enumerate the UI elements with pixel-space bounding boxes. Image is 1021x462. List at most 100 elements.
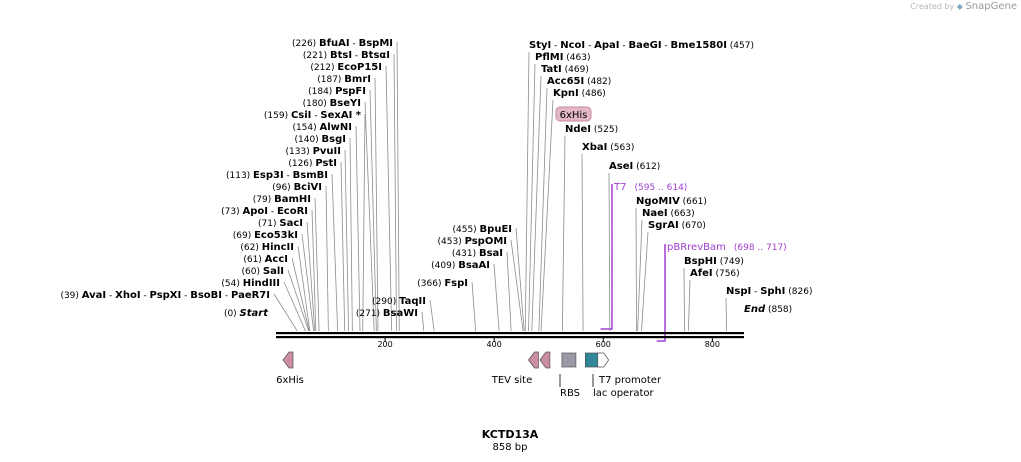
cut-line-126 <box>340 161 346 332</box>
enzyme-coordinate: (212) <box>310 63 337 73</box>
enzyme-name: EcoP15I <box>337 62 382 73</box>
enzyme-label-text: (226) BfuAI - BspMI <box>292 38 393 49</box>
feature-label: 6xHis <box>276 375 304 386</box>
enzyme-coordinate: (69) <box>233 231 254 241</box>
feature-arrow-left-icon <box>282 351 294 369</box>
enzyme-coordinate: (54) <box>221 279 242 289</box>
cut-line-826 <box>725 297 727 332</box>
tick-label: 200 <box>377 340 392 349</box>
primer-lines: T7 (595 .. 614) pBRrevBam (698 .. 717) <box>600 182 787 342</box>
enzyme-label-saci: (71) SacI <box>258 218 303 229</box>
enzyme-label-bpuei: (455) BpuEI <box>452 224 512 235</box>
enzyme-name: NgoMIV <box>636 196 680 207</box>
enzyme-coordinate: - <box>284 171 293 181</box>
feature-label: lac operator <box>593 388 654 399</box>
enzyme-label-text: (221) BtsI - BtsαI <box>303 50 390 61</box>
enzyme-name: NaeI <box>642 208 668 219</box>
cut-line-159 <box>362 113 366 332</box>
snapgene-logo-icon: ◆ <box>956 2 963 11</box>
enzyme-name: BsgI <box>322 134 346 145</box>
enzyme-coordinate: (271) <box>356 309 383 319</box>
enzyme-coordinate: (563) <box>607 143 634 153</box>
enzyme-coordinate: - <box>662 41 671 51</box>
axis-ticks: 200 400 600 800 <box>377 338 720 349</box>
enzyme-label-text: SgrAI (670) <box>648 220 706 231</box>
enzyme-coordinate: (663) <box>668 209 695 219</box>
enzyme-coordinate: - <box>181 291 190 301</box>
enzyme-name: FspI <box>444 278 468 289</box>
enzyme-label-alwni: (154) AlwNI <box>292 122 352 133</box>
enzyme-label-bcivi: (96) BciVI <box>272 182 322 193</box>
cut-line-61 <box>291 257 310 332</box>
enzyme-label-pspfi: (184) PspFI <box>308 86 366 97</box>
enzyme-label-bsawi: (271) BsaWI <box>356 308 418 319</box>
feature-pill-box <box>555 106 592 122</box>
enzyme-label-text: (184) PspFI <box>308 86 366 97</box>
enzyme-name: PspXI <box>150 290 182 301</box>
enzyme-label-acc65i: Acc65I (482) <box>547 76 611 87</box>
primer-name: T7 <box>613 182 626 193</box>
cut-line-670 <box>641 231 649 332</box>
enzyme-name: BsaWI <box>383 308 418 319</box>
cut-line-366 <box>471 281 477 332</box>
enzyme-name: BspHI <box>684 256 717 267</box>
enzyme-coordinate: (0) <box>224 309 240 319</box>
enzyme-name: KpnI <box>553 88 579 99</box>
enzyme-label-text: (0) Start <box>224 308 269 319</box>
cut-line-409 <box>493 263 500 332</box>
enzyme-label-eco53ki: (69) Eco53kI <box>233 230 298 241</box>
cut-line-563 <box>581 153 584 332</box>
enzyme-label-text: TatI (469) <box>541 64 589 75</box>
cut-line-212 <box>385 65 393 332</box>
enzyme-label-text: (154) AlwNI <box>292 122 352 133</box>
enzyme-label-sali: (60) SalI <box>242 266 284 277</box>
enzyme-name: BpuEI <box>480 224 512 235</box>
cut-line-455 <box>515 227 525 332</box>
enzyme-label-apoi: (73) ApoI - EcoRI <box>221 206 308 217</box>
feature-pill-6xhis: 6xHis <box>555 106 592 122</box>
cut-line-486 <box>540 99 554 332</box>
enzyme-label-fspi: (366) FspI <box>417 278 468 289</box>
enzyme-name: CsiI <box>291 110 311 121</box>
cut-line-39 <box>273 293 298 332</box>
enzyme-label-pspomi: (453) PspOMI <box>438 236 508 247</box>
enzyme-label-text: (290) TaqII <box>372 296 426 307</box>
cut-line-184 <box>369 89 377 332</box>
enzyme-label-text: BspHI (749) <box>684 256 744 267</box>
tick-label: 400 <box>487 340 502 349</box>
enzyme-label-esp3i: (113) Esp3I - BsmBI <box>226 170 328 181</box>
enzyme-coordinate: (133) <box>286 147 313 157</box>
enzyme-label-text: NdeI (525) <box>565 124 618 135</box>
enzyme-label-text: (39) AvaI - XhoI - PspXI - BsoBI - PaeR7… <box>60 290 270 301</box>
enzyme-coordinate: (60) <box>242 267 263 277</box>
feature-t7-promoter: T7 promoter <box>585 352 662 387</box>
enzyme-name: BciVI <box>294 182 322 193</box>
enzyme-label-bamhi: (79) BamHI <box>253 194 311 205</box>
primer-pbrrevbam: pBRrevBam (698 .. 717) <box>656 242 787 342</box>
cut-line-463 <box>528 63 536 332</box>
enzyme-name: Bme1580I <box>671 40 727 51</box>
enzyme-coordinate: (79) <box>253 195 274 205</box>
cut-line-453 <box>510 239 524 332</box>
enzyme-label-text: AseI (612) <box>609 161 660 172</box>
enzyme-name: Esp3I <box>253 170 284 181</box>
enzyme-name: AvaI <box>82 290 106 301</box>
enzyme-label-text: (409) BsaAI <box>431 260 490 271</box>
enzyme-name: BsoBI <box>190 290 222 301</box>
enzyme-label-text: (133) PvuII <box>286 146 341 157</box>
enzyme-name: BtsαI <box>361 50 390 61</box>
cut-line-69 <box>301 233 315 332</box>
enzyme-name: SgrAI <box>648 220 679 231</box>
enzyme-label-avai: (39) AvaI - XhoI - PspXI - BsoBI - PaeR7… <box>60 290 270 301</box>
enzyme-label-end: End (858) <box>744 304 792 315</box>
enzyme-coordinate: - <box>268 207 277 217</box>
enzyme-name: NcoI <box>560 40 585 51</box>
enzyme-label-pflmi: PflMI (463) <box>535 52 590 63</box>
enzyme-name: BsaAI <box>458 260 490 271</box>
enzyme-name: XhoI <box>115 290 140 301</box>
enzyme-name: EcoRI <box>277 206 308 217</box>
enzyme-name: ApaI <box>594 40 619 51</box>
enzyme-label-text: NgoMIV (661) <box>636 196 707 207</box>
enzyme-label-text: (187) BmrI <box>317 74 371 85</box>
enzyme-coordinate: (126) <box>288 159 315 169</box>
